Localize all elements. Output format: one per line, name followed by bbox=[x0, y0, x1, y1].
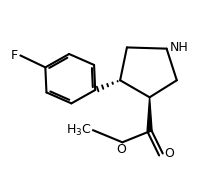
Text: H$_3$C: H$_3$C bbox=[65, 123, 91, 138]
Text: O: O bbox=[165, 147, 174, 160]
Text: O: O bbox=[116, 143, 126, 156]
Text: F: F bbox=[11, 49, 18, 62]
Polygon shape bbox=[147, 97, 152, 131]
Text: NH: NH bbox=[170, 41, 189, 54]
